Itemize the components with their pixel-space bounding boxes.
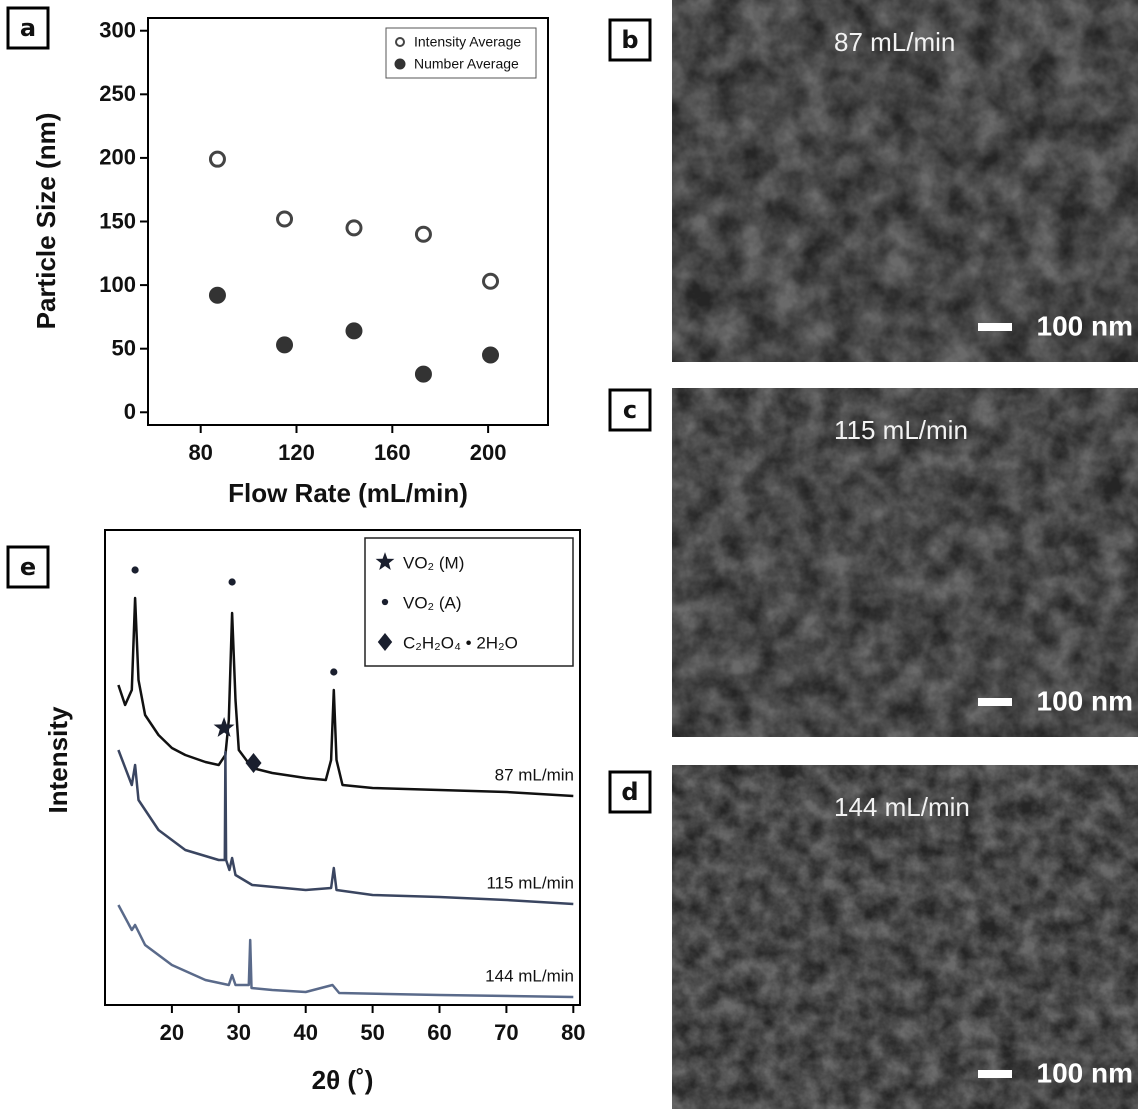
xrd-curve xyxy=(117,904,574,999)
y-tick-label: 300 xyxy=(99,18,136,43)
data-point xyxy=(482,272,500,290)
y-tick-label: 150 xyxy=(99,208,136,233)
data-point xyxy=(345,219,363,237)
diamond-marker xyxy=(245,753,262,773)
dot-marker xyxy=(330,668,338,676)
dot-marker xyxy=(131,566,139,574)
x-tick-label: 200 xyxy=(470,440,507,465)
panel-label: c xyxy=(623,396,637,424)
data-point xyxy=(482,346,500,364)
star-marker xyxy=(213,717,235,737)
y-tick-label: 250 xyxy=(99,81,136,106)
curve-label: 87 mL/min xyxy=(495,765,574,784)
dot-marker xyxy=(381,598,389,606)
panel-label: d xyxy=(621,778,638,806)
sem-image-texture xyxy=(672,765,1138,1109)
x-tick-label: 120 xyxy=(278,440,315,465)
x-tick-label: 160 xyxy=(374,440,411,465)
sem-caption: 144 mL/min xyxy=(834,792,970,822)
x-tick-label: 20 xyxy=(160,1020,184,1045)
data-point xyxy=(208,150,226,168)
x-axis-title: Flow Rate (mL/min) xyxy=(228,478,468,508)
x-tick-label: 80 xyxy=(188,440,212,465)
scale-bar-label: 100 nm xyxy=(1037,1057,1134,1088)
data-point xyxy=(276,336,294,354)
panel-label-box xyxy=(6,545,50,589)
y-tick-label: 100 xyxy=(99,272,136,297)
plot-frame xyxy=(147,17,549,426)
data-point xyxy=(414,225,432,243)
panel-label-box xyxy=(608,388,652,432)
scale-bar xyxy=(978,698,1012,706)
panel-label: a xyxy=(20,14,36,42)
data-point xyxy=(414,365,432,383)
y-tick-label: 200 xyxy=(99,145,136,170)
xrd-curve xyxy=(117,749,574,906)
sem-image-shade xyxy=(672,388,1138,737)
curve-label: 144 mL/min xyxy=(485,966,574,985)
scale-bar-label: 100 nm xyxy=(1037,310,1134,341)
sem-caption: 87 mL/min xyxy=(834,27,955,57)
panel-label: b xyxy=(621,26,638,54)
legend-label: Number Average xyxy=(414,56,519,72)
scale-bar-label: 100 nm xyxy=(1037,685,1134,716)
y-axis-title: Intensity xyxy=(43,706,73,813)
x-axis-title: 2θ (˚) xyxy=(312,1065,374,1095)
legend-box xyxy=(364,537,574,667)
legend-marker xyxy=(394,58,406,70)
x-tick-label: 70 xyxy=(494,1020,518,1045)
x-tick-label: 80 xyxy=(561,1020,585,1045)
legend-label: C₂H₂O₄ • 2H₂O xyxy=(403,633,518,652)
legend-label: Intensity Average xyxy=(414,34,521,50)
data-point xyxy=(345,322,363,340)
sem-image-texture xyxy=(672,388,1138,737)
xrd-curve xyxy=(117,596,574,798)
dot-marker xyxy=(228,578,236,586)
panel-label-box xyxy=(608,770,652,814)
legend-label: VO₂ (A) xyxy=(403,593,462,612)
data-point xyxy=(208,286,226,304)
star-marker xyxy=(375,552,395,570)
legend-marker xyxy=(395,37,405,47)
panel-label-box xyxy=(608,18,652,62)
sem-image-texture xyxy=(672,0,1138,362)
panel-label: e xyxy=(20,553,36,581)
sem-image-shade xyxy=(672,765,1138,1109)
y-axis-title: Particle Size (nm) xyxy=(31,113,61,330)
curve-label: 115 mL/min xyxy=(486,873,574,892)
panel-label-box xyxy=(6,6,50,50)
x-tick-label: 30 xyxy=(227,1020,251,1045)
data-point xyxy=(276,210,294,228)
scale-bar xyxy=(978,1070,1012,1078)
y-tick-label: 50 xyxy=(112,336,136,361)
x-tick-label: 40 xyxy=(293,1020,317,1045)
plot-frame xyxy=(104,529,581,1006)
legend-box xyxy=(385,27,537,79)
x-tick-label: 60 xyxy=(427,1020,451,1045)
sem-image-shade xyxy=(672,0,1138,362)
scale-bar xyxy=(978,323,1012,331)
diamond-marker xyxy=(377,633,393,651)
legend-label: VO₂ (M) xyxy=(403,553,464,572)
y-tick-label: 0 xyxy=(124,399,136,424)
sem-caption: 115 mL/min xyxy=(834,415,968,445)
x-tick-label: 50 xyxy=(360,1020,384,1045)
